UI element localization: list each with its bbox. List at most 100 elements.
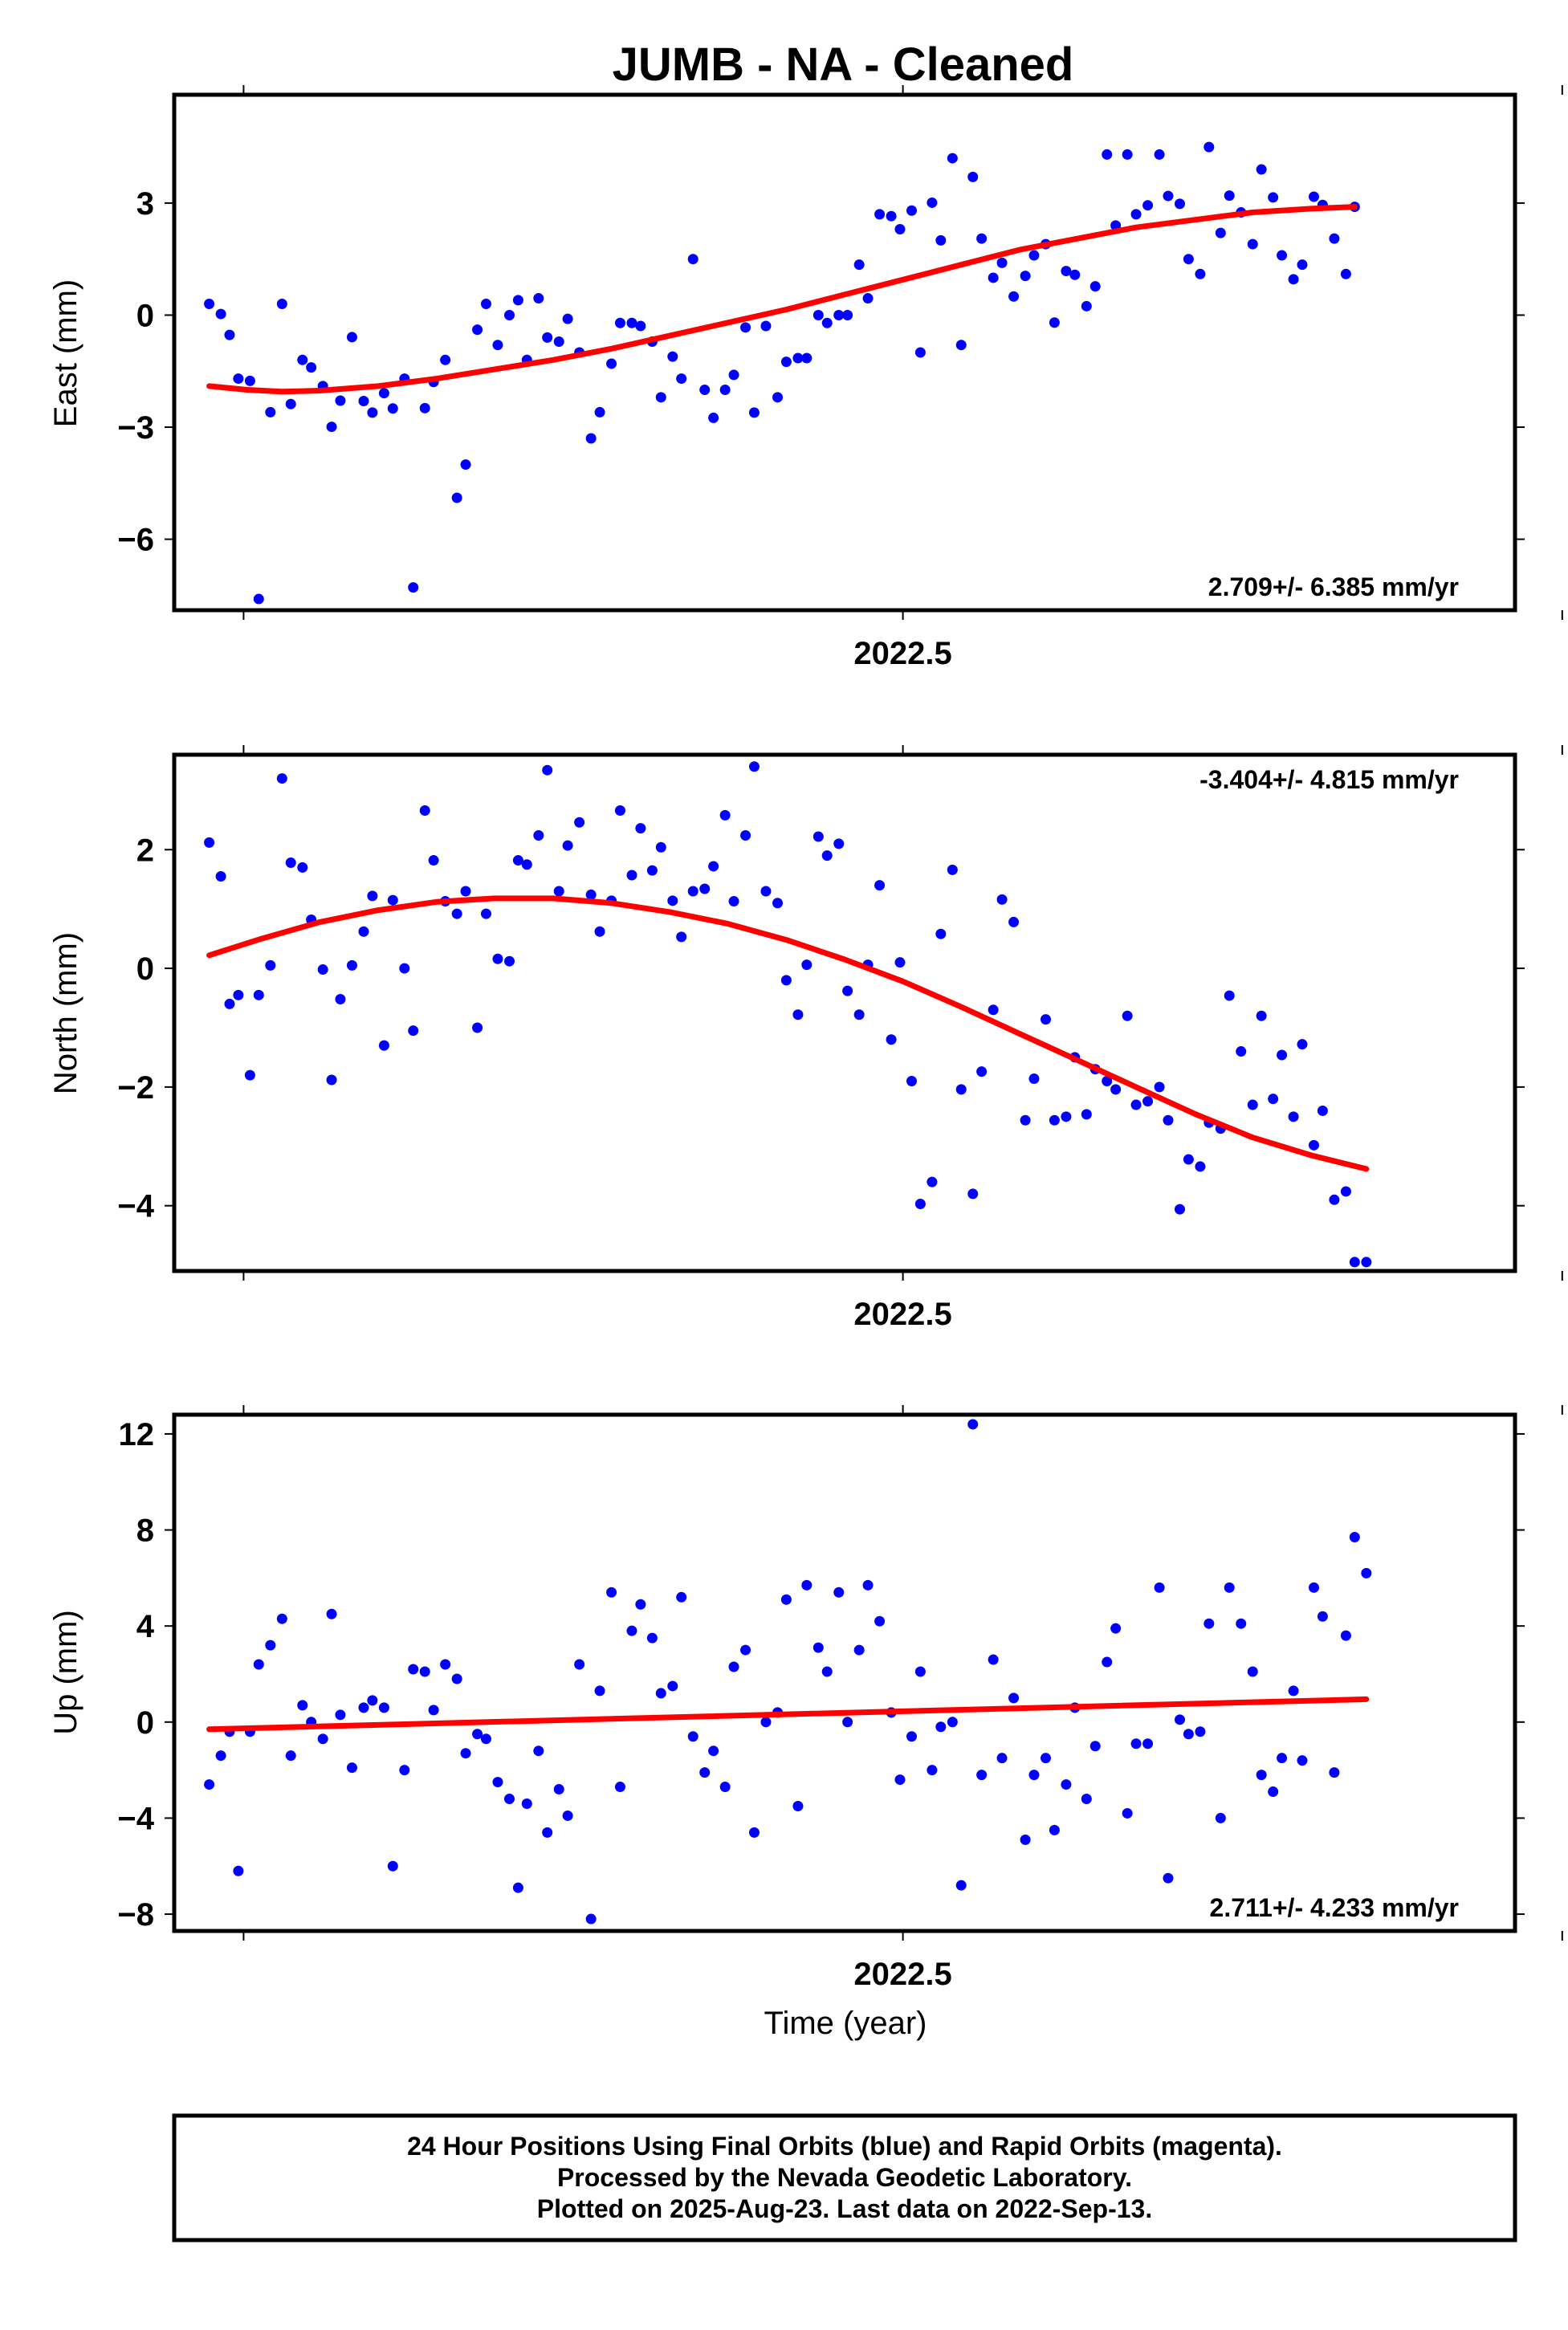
east-data-point — [408, 582, 419, 593]
up-data-point — [1028, 1770, 1040, 1781]
north-ytick-label: 0 — [136, 951, 154, 987]
north-data-point — [935, 928, 947, 939]
east-data-point — [1102, 149, 1113, 160]
north-data-point — [1163, 1114, 1174, 1126]
east-data-point — [585, 433, 597, 444]
north-data-point — [760, 886, 772, 897]
up-fit-line — [206, 1696, 1370, 1733]
up-data-point — [492, 1777, 503, 1788]
north-data-point — [224, 998, 235, 1009]
up-data-point — [521, 1798, 532, 1809]
north-data-point — [947, 864, 958, 875]
up-data-point — [1020, 1834, 1031, 1845]
north-data-point — [635, 823, 646, 834]
north-data-point — [492, 953, 503, 964]
up-frame — [172, 1412, 1517, 1933]
east-data-point — [935, 234, 947, 246]
up-data-point — [1256, 1770, 1267, 1781]
north-data-point — [1268, 1094, 1279, 1105]
east-data-point — [780, 356, 792, 368]
east-data-point — [387, 403, 398, 414]
north-data-point — [996, 894, 1008, 905]
east-rate-label: 2.709+/- 6.385 mm/yr — [1208, 572, 1459, 601]
north-data-point — [1130, 1099, 1142, 1110]
up-data-point — [1247, 1666, 1258, 1677]
up-data-point — [719, 1782, 731, 1793]
north-data-point — [419, 805, 430, 816]
up-data-point — [1340, 1630, 1351, 1641]
east-data-point — [1122, 149, 1133, 160]
north-data-point — [719, 809, 731, 821]
north-data-point — [512, 855, 523, 866]
east-data-point — [512, 295, 523, 306]
up-data-point — [676, 1591, 687, 1603]
up-data-point — [967, 1419, 979, 1430]
east-data-point — [719, 385, 731, 396]
east-data-point — [728, 369, 739, 381]
up-data-point — [399, 1765, 410, 1776]
east-frame — [172, 92, 1517, 613]
north-data-point — [1340, 1186, 1351, 1197]
north-data-point — [1122, 1010, 1133, 1021]
east-fit-line — [206, 204, 1358, 395]
east-data-point — [1340, 268, 1351, 279]
east-data-point — [472, 324, 483, 336]
up-data-point — [976, 1770, 988, 1781]
up-data-point — [1122, 1807, 1133, 1819]
north-data-point — [1297, 1039, 1308, 1050]
east-data-point — [842, 309, 853, 320]
north-data-point — [1102, 1075, 1113, 1086]
north-data-point — [387, 894, 398, 906]
north-data-point — [1288, 1111, 1299, 1122]
east-data-point — [1224, 190, 1235, 202]
east-data-point — [821, 317, 833, 328]
east-data-point — [740, 322, 751, 333]
north-data-point — [244, 1069, 255, 1081]
up-ytick-label: 0 — [136, 1705, 154, 1741]
north-data-point — [460, 886, 471, 897]
up-data-point — [1089, 1741, 1101, 1752]
north-data-point — [655, 841, 666, 853]
east-data-point — [906, 205, 917, 216]
x-axis-label: Time (year) — [764, 2006, 927, 2041]
north-data-point — [967, 1188, 979, 1200]
north-ytick-label: −2 — [117, 1070, 154, 1106]
up-data-point — [748, 1827, 760, 1838]
up-data-point — [635, 1599, 646, 1610]
north-data-point — [1061, 1111, 1072, 1122]
up-data-point — [585, 1913, 597, 1925]
north-data-point — [204, 837, 215, 848]
north-data-point — [614, 805, 625, 816]
north-data-point — [1277, 1049, 1288, 1061]
up-ytick-label: −4 — [117, 1801, 154, 1836]
east-ytick-label: −3 — [117, 410, 154, 446]
up-data-point — [708, 1745, 719, 1757]
east-data-point — [1069, 269, 1081, 280]
north-data-point — [699, 883, 711, 894]
east-data-point — [265, 406, 276, 418]
east-data-point — [326, 422, 337, 433]
north-data-point — [906, 1075, 917, 1086]
north-data-point — [562, 840, 573, 851]
east-data-point — [440, 354, 451, 365]
north-data-point — [1154, 1081, 1165, 1093]
up-data-point — [1297, 1755, 1308, 1766]
east-ytick-label: −6 — [117, 523, 154, 558]
up-data-point — [553, 1784, 564, 1795]
up-data-point — [1268, 1786, 1279, 1798]
north-data-point — [472, 1022, 483, 1033]
north-data-point — [667, 895, 678, 906]
east-data-point — [1268, 192, 1279, 203]
up-data-point — [387, 1860, 398, 1872]
east-data-point — [1163, 190, 1174, 202]
north-data-point — [521, 859, 532, 870]
north-data-point — [451, 908, 462, 919]
up-data-point — [204, 1779, 215, 1790]
east-data-point — [1008, 291, 1020, 302]
north-data-point — [676, 931, 687, 943]
up-data-point — [667, 1680, 678, 1692]
up-data-point — [780, 1594, 792, 1605]
up-data-point — [253, 1659, 264, 1670]
up-data-point — [1081, 1794, 1092, 1805]
north-data-point — [346, 959, 357, 971]
